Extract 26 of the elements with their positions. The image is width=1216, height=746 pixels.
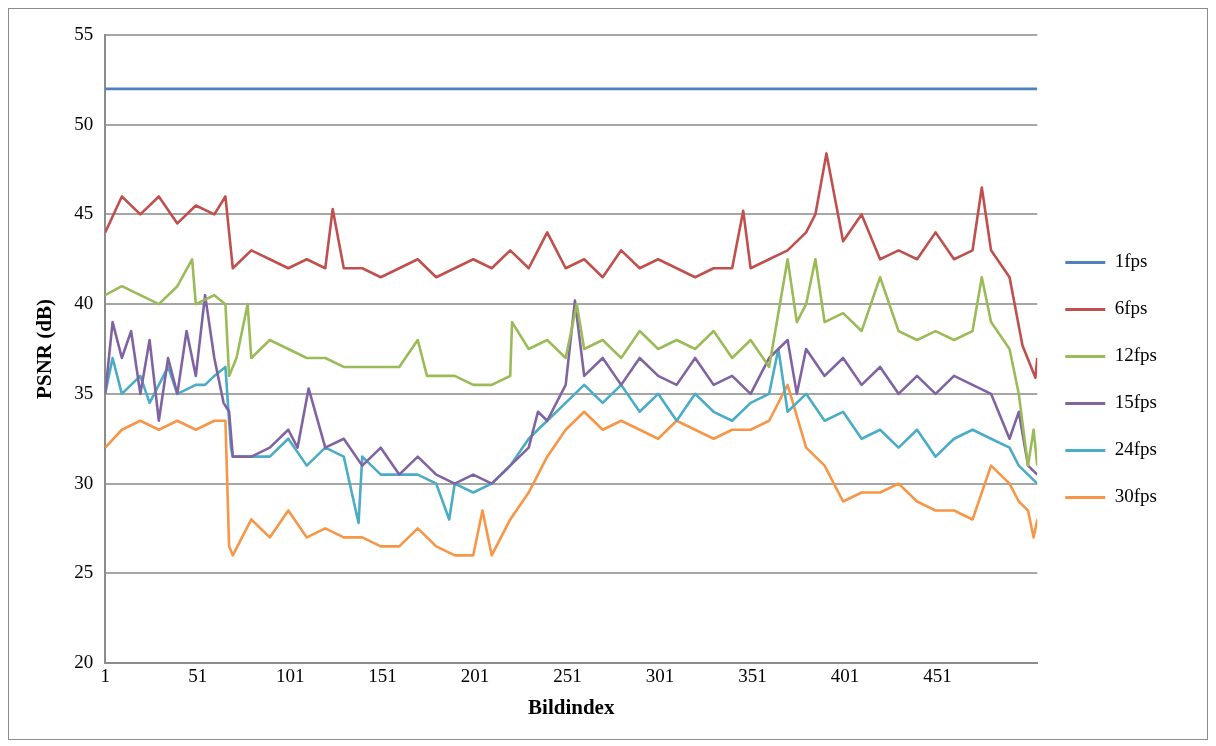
x-tick-label: 51: [188, 665, 208, 687]
y-tick-label: 55: [74, 22, 94, 44]
legend-label: 1fps: [1114, 250, 1148, 272]
x-tick-label: 201: [460, 665, 490, 687]
y-tick-label: 45: [74, 202, 94, 224]
y-tick-label: 20: [74, 650, 94, 672]
y-tick-label: 30: [74, 471, 94, 493]
legend-label: 12fps: [1114, 344, 1158, 366]
y-tick-label: 50: [74, 112, 94, 134]
legend-label: 6fps: [1114, 297, 1148, 319]
x-tick-label: 451: [923, 665, 952, 687]
x-tick-label: 101: [275, 665, 305, 687]
legend-label: 30fps: [1114, 485, 1158, 507]
legend-label: 15fps: [1114, 391, 1158, 413]
x-tick-label: 1: [100, 665, 110, 687]
y-tick-label: 40: [74, 292, 94, 314]
x-tick-label: 351: [738, 665, 767, 687]
y-axis-title: PSNR (dB): [32, 299, 57, 399]
x-tick-label: 301: [645, 665, 675, 687]
x-tick-label: 251: [553, 665, 582, 687]
y-tick-label: 35: [74, 381, 94, 403]
x-axis-title: Bildindex: [528, 694, 615, 719]
y-tick-label: 25: [74, 561, 94, 583]
x-tick-label: 401: [830, 665, 860, 687]
x-tick-label: 151: [368, 665, 397, 687]
legend-label: 24fps: [1114, 438, 1158, 460]
